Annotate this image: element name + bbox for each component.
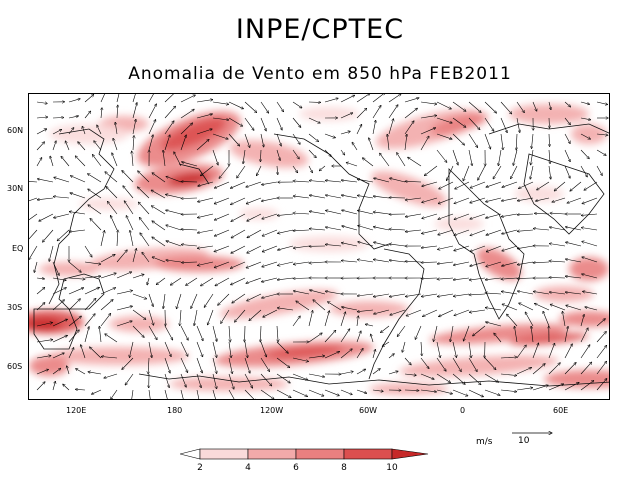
wind-anomaly-map	[29, 94, 609, 399]
legend-tick-label: 4	[245, 463, 251, 473]
lon-label-120w: 120W	[260, 406, 284, 415]
lon-label-0: 0	[460, 406, 466, 415]
map-plot-area	[28, 93, 610, 400]
legend-tick-label: 8	[341, 463, 347, 473]
lat-label-30n: 30N	[7, 184, 24, 193]
lon-label-60e: 60E	[553, 406, 569, 415]
lat-label-30s: 30S	[7, 303, 23, 312]
lon-label-180: 180	[167, 406, 183, 415]
lat-label-60n: 60N	[7, 126, 24, 135]
page-title: INPE/CPTEC	[235, 14, 405, 45]
lat-label-60s: 60S	[7, 362, 23, 371]
coastlines	[33, 123, 609, 387]
color-legend: 2 4 6 8 10	[180, 447, 460, 477]
lat-label-eq: EQ	[12, 244, 24, 253]
lon-label-60w: 60W	[359, 406, 378, 415]
legend-right-triangle	[391, 448, 429, 460]
vector-unit: m/s	[476, 437, 493, 447]
legend-color-box	[295, 448, 345, 460]
legend-color-box	[247, 448, 297, 460]
vector-value: 10	[518, 436, 530, 446]
map-subtitle: Anomalia de Vento em 850 hPa FEB2011	[128, 64, 512, 84]
legend-color-box	[199, 448, 249, 460]
wind-vectors	[29, 94, 608, 399]
vector-reference-key: m/s 10	[476, 428, 556, 448]
legend-left-triangle	[180, 448, 201, 460]
legend-tick-label: 6	[293, 463, 299, 473]
lon-label-120e: 120E	[66, 406, 87, 415]
legend-tick-label: 10	[386, 463, 398, 473]
legend-color-box	[343, 448, 393, 460]
legend-tick-label: 2	[197, 463, 203, 473]
